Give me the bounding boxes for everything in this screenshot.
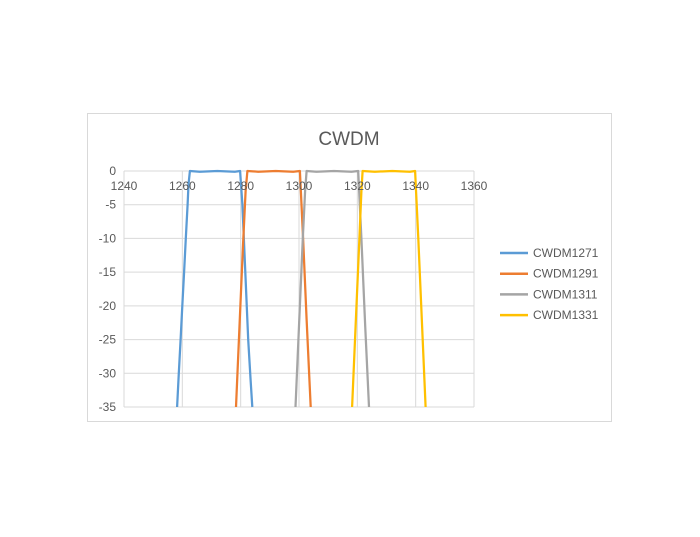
y-tick-label: -10 (99, 231, 117, 245)
x-tick-label: 1320 (344, 179, 371, 193)
y-tick-label: -35 (99, 400, 117, 414)
y-tick-label: -20 (99, 299, 117, 313)
y-tick-label: -25 (99, 333, 117, 347)
series-line-cwdm1291 (234, 169, 312, 408)
x-tick-label: 1300 (286, 179, 313, 193)
legend-label: CWDM1331 (533, 308, 599, 322)
series-line-cwdm1331 (350, 169, 427, 408)
legend-label: CWDM1311 (533, 287, 598, 301)
x-tick-label: 1260 (169, 179, 196, 193)
legend-label: CWDM1291 (533, 267, 599, 281)
chart-title: CWDM (318, 129, 379, 150)
legend-label: CWDM1271 (533, 246, 599, 260)
series-line-cwdm1311 (294, 169, 371, 408)
x-tick-label: 1340 (402, 179, 429, 193)
chart-frame (87, 113, 612, 422)
x-tick-label: 1360 (461, 179, 488, 193)
y-tick-label: -30 (99, 366, 117, 380)
y-tick-label: 0 (109, 164, 116, 178)
y-tick-label: -15 (99, 265, 117, 279)
series-line-cwdm1271 (175, 169, 254, 408)
x-tick-label: 1240 (111, 179, 138, 193)
y-tick-label: -5 (105, 198, 116, 212)
x-tick-label: 1280 (227, 179, 254, 193)
